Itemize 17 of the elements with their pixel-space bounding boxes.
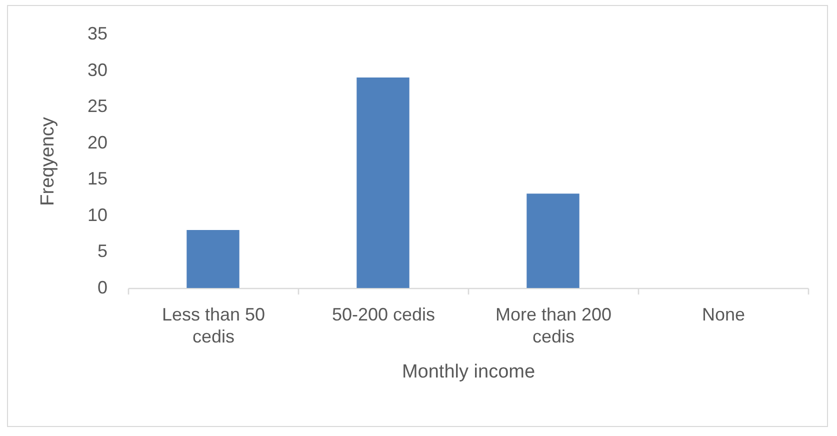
y-tick-label: 0 bbox=[97, 278, 108, 298]
y-tick-label: 35 bbox=[87, 24, 108, 44]
y-axis-title: Freqyency bbox=[37, 116, 58, 206]
y-tick-label: 20 bbox=[87, 132, 108, 152]
x-tick-label: More than 200 cedis bbox=[495, 304, 612, 346]
bar bbox=[186, 230, 240, 288]
x-axis-title: Monthly income bbox=[402, 362, 536, 382]
y-tick-label: 5 bbox=[97, 241, 108, 262]
bar bbox=[356, 78, 410, 288]
x-tick-label: 50-200 cedis bbox=[332, 304, 436, 324]
y-tick-label: 30 bbox=[87, 60, 108, 80]
bar bbox=[526, 194, 580, 288]
y-tick-label: 25 bbox=[87, 96, 108, 116]
x-tick-label: None bbox=[702, 304, 746, 324]
y-tick-label: 10 bbox=[87, 204, 108, 225]
x-tick-label: Less than 50 cedis bbox=[162, 304, 266, 346]
y-tick-label: 15 bbox=[87, 168, 108, 189]
